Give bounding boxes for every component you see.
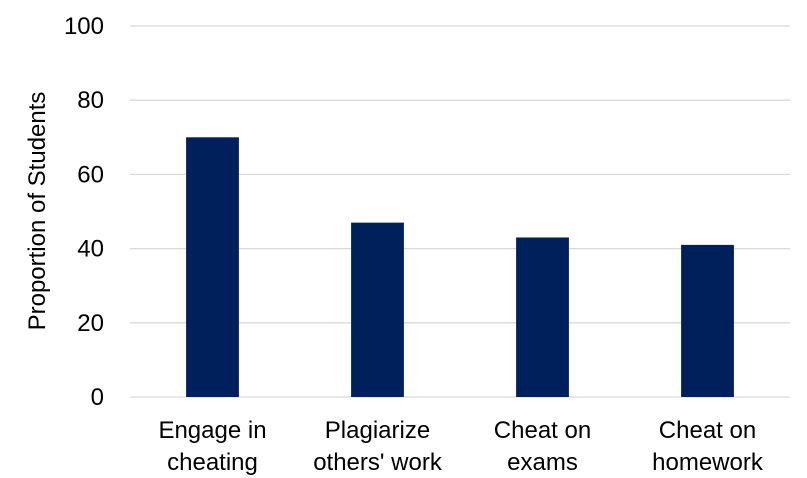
x-category-label-line: others' work xyxy=(313,449,443,476)
y-tick-labels: 0 20 40 60 80 100 xyxy=(64,13,104,411)
x-category-label-line: Cheat on xyxy=(494,417,591,444)
x-category-labels: Engage in cheating Plagiarize others' work C… xyxy=(158,417,763,476)
x-category-label-line: Plagiarize xyxy=(325,417,430,444)
y-tick-label: 60 xyxy=(77,161,104,188)
x-category-label: Cheat on exams xyxy=(494,417,591,476)
x-category-label-line: exams xyxy=(507,449,578,476)
x-category-label-line: homework xyxy=(652,449,764,476)
y-tick-label: 40 xyxy=(77,236,104,263)
y-tick-label: 0 xyxy=(91,384,104,411)
x-category-label: Cheat on homework xyxy=(652,417,764,476)
bars xyxy=(186,137,734,398)
x-category-label-line: Engage in xyxy=(158,417,266,444)
bar xyxy=(681,244,734,397)
bar xyxy=(516,237,569,397)
y-tick-label: 20 xyxy=(77,310,104,337)
x-category-label-line: cheating xyxy=(167,449,258,476)
y-tick-label: 80 xyxy=(77,87,104,114)
x-category-label: Plagiarize others' work xyxy=(313,417,443,476)
x-category-label: Engage in cheating xyxy=(158,417,266,476)
bar xyxy=(186,137,239,398)
x-category-label-line: Cheat on xyxy=(659,417,756,444)
y-tick-label: 100 xyxy=(64,13,104,40)
y-axis-title: Proportion of Students xyxy=(24,92,51,331)
gridlines xyxy=(130,25,790,398)
bar xyxy=(351,222,404,397)
